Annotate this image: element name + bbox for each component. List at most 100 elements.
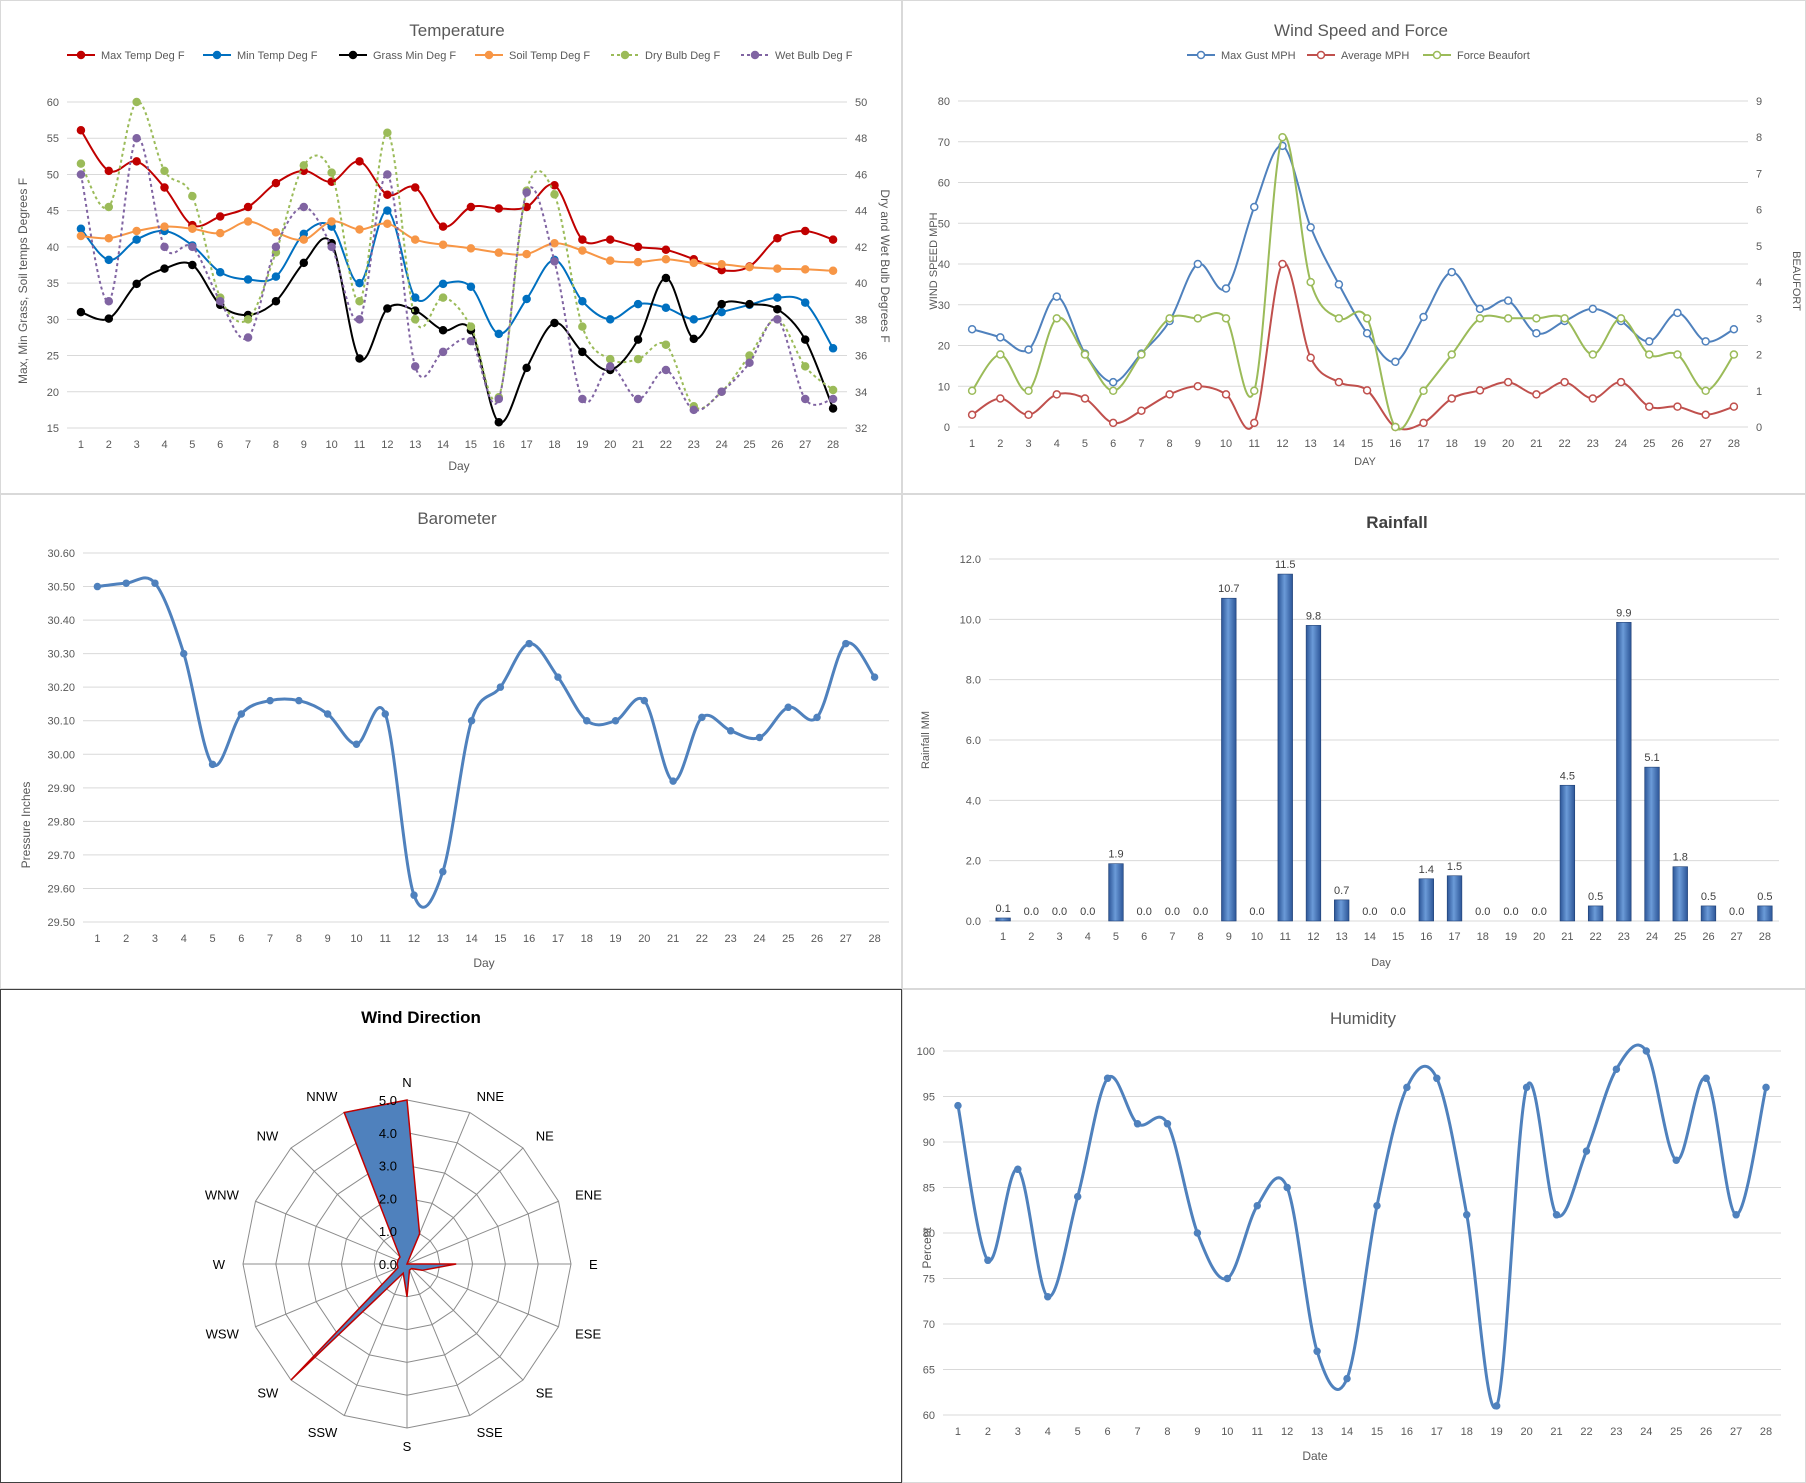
- data-point: [1588, 394, 1598, 403]
- y2-tick-label: 2: [1756, 350, 1762, 362]
- y-tick-label: 85: [923, 1183, 935, 1195]
- data-point: [967, 324, 977, 334]
- data-point: [243, 333, 253, 342]
- data-point: [1391, 422, 1400, 432]
- data-point: [180, 649, 188, 658]
- legend-marker: [1316, 50, 1326, 60]
- series-line: [80, 220, 834, 272]
- data-point: [132, 279, 141, 289]
- data-point: [800, 265, 810, 274]
- x-tick-label: 25: [1643, 438, 1655, 450]
- x-tick-label: 18: [1477, 931, 1489, 943]
- data-point: [1503, 314, 1513, 323]
- x-tick-label: 2: [106, 439, 112, 451]
- x-tick-label: 2: [985, 1426, 991, 1438]
- x-tick-label: 9: [325, 933, 331, 945]
- legend-marker: [750, 50, 760, 60]
- x-tick-label: 3: [1056, 931, 1062, 943]
- data-point: [410, 362, 420, 371]
- y-tick-label: 29.60: [47, 883, 75, 895]
- data-point: [813, 713, 821, 722]
- data-point: [689, 258, 699, 268]
- y-tick-label: 30.00: [47, 749, 75, 761]
- data-point: [1278, 132, 1287, 142]
- x-tick-label: 20: [1520, 1426, 1532, 1438]
- data-point: [1306, 277, 1315, 287]
- data-point: [299, 202, 309, 212]
- data-point: [410, 315, 420, 324]
- data-point: [1447, 350, 1456, 359]
- data-point: [327, 177, 336, 186]
- x-tick-label: 28: [1759, 931, 1771, 943]
- y-tick-label: 6.0: [966, 735, 981, 747]
- data-point: [1193, 314, 1203, 323]
- x-tick-label: 17: [1417, 438, 1429, 450]
- data-point: [996, 333, 1005, 342]
- data-point: [689, 315, 699, 324]
- series: [76, 237, 838, 427]
- data-label: 0.1: [995, 903, 1010, 915]
- data-point: [76, 307, 86, 317]
- data-point: [1673, 308, 1682, 318]
- x-tick-label: 4: [1045, 1426, 1051, 1438]
- x-tick-label: 9: [301, 439, 307, 451]
- data-point: [1283, 1183, 1291, 1192]
- data-point: [438, 325, 448, 335]
- data-point: [104, 296, 114, 306]
- series-line: [80, 129, 834, 272]
- data-point: [299, 235, 309, 244]
- data-point: [1588, 304, 1598, 314]
- data-point: [1163, 1120, 1172, 1128]
- data-point: [1103, 1074, 1112, 1083]
- x-tick-label: 1: [94, 933, 100, 945]
- data-point: [410, 235, 420, 244]
- data-point: [467, 716, 476, 725]
- data-label: 0.0: [1165, 906, 1180, 918]
- data-label: 1.8: [1673, 852, 1688, 864]
- data-point: [1612, 1065, 1621, 1073]
- data-point: [578, 347, 587, 357]
- data-point: [755, 733, 764, 742]
- x-tick-label: 1: [969, 438, 975, 450]
- y-tick-label: 20: [47, 387, 59, 399]
- barometer-chart: Barometer Pressure Inches Day 29.50 29.60…: [19, 509, 889, 970]
- data-label: 0.0: [1137, 906, 1152, 918]
- data-point: [1334, 377, 1344, 387]
- legend-label: Dry Bulb Deg F: [645, 50, 720, 62]
- x-tick-label: 26: [1700, 1426, 1712, 1438]
- data-point: [1362, 386, 1372, 395]
- data-point: [243, 315, 253, 324]
- data-point: [383, 128, 392, 138]
- x-tick-label: 16: [493, 439, 505, 451]
- data-point: [1463, 1211, 1471, 1219]
- data-point: [996, 394, 1005, 403]
- data-point: [299, 161, 309, 170]
- x-tick-label: 20: [604, 439, 616, 451]
- data-point: [466, 322, 476, 331]
- data-point: [215, 228, 225, 238]
- rainfall-chart: Rainfall Rainfall MM Day 0.0 2.0 4.0 6.0 8.0…: [920, 513, 1779, 969]
- y-tick-label: 75: [923, 1274, 935, 1286]
- legend-label: Force Beaufort: [1457, 50, 1530, 62]
- data-point: [1492, 1402, 1501, 1410]
- legend-label: Max Temp Deg F: [101, 50, 185, 62]
- data-point: [1701, 337, 1710, 346]
- data-point: [1306, 223, 1315, 232]
- data-point: [745, 262, 754, 272]
- y-axis-label: WIND SPEED MPH: [928, 212, 940, 309]
- x-tick-label: 2: [123, 933, 129, 945]
- data-point: [669, 777, 677, 785]
- wind-speed-chart-panel: Wind Speed and Force Max Gust MPH Average…: [902, 0, 1806, 494]
- data-point: [1475, 304, 1485, 314]
- x-tick-label: 1: [955, 1426, 961, 1438]
- data-point: [439, 867, 447, 876]
- x-tick-label: 8: [1198, 931, 1204, 943]
- data-point: [160, 222, 169, 231]
- x-tick-label: 21: [1530, 438, 1542, 450]
- series-line: [971, 262, 1735, 431]
- y-tick-label: 55: [47, 133, 59, 145]
- x-tick-label: 18: [581, 933, 593, 945]
- bar: [1644, 766, 1660, 922]
- chart-title: Barometer: [417, 509, 497, 528]
- radar-spoke: [255, 1200, 408, 1265]
